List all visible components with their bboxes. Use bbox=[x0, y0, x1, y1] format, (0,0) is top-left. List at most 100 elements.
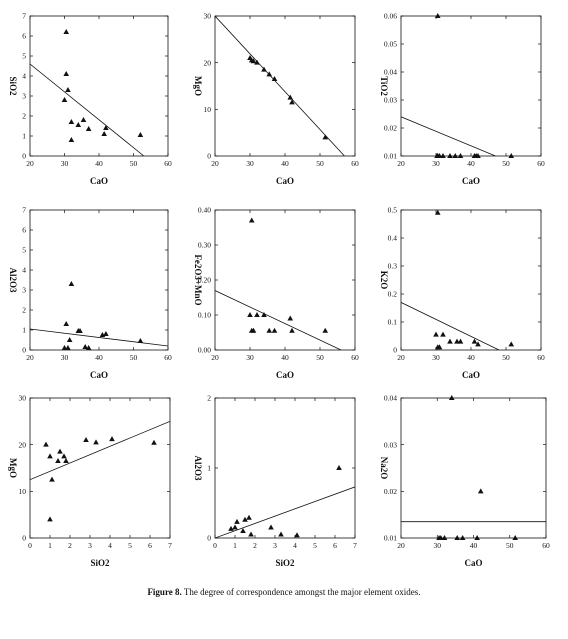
data-point bbox=[434, 209, 441, 215]
x-tick-label: 60 bbox=[164, 159, 172, 168]
data-point bbox=[454, 535, 460, 540]
y-tick-label: 20 bbox=[204, 58, 212, 67]
data-point bbox=[234, 518, 240, 524]
data-point bbox=[287, 94, 294, 100]
x-tick-label: 20 bbox=[26, 353, 34, 362]
x-tick-label: 60 bbox=[537, 159, 545, 168]
data-point bbox=[93, 439, 99, 445]
y-tick-label: 0.40 bbox=[198, 206, 211, 215]
y-tick-label: 0.03 bbox=[384, 96, 397, 105]
y-tick-label: 5 bbox=[22, 52, 26, 61]
x-tick-label: 30 bbox=[246, 353, 254, 362]
data-point bbox=[80, 117, 87, 122]
scatter-panel-3: 20 30 40 50 60 0.01 0.02 0.03 0.04 0.05 0.06 CaO TiO… bbox=[379, 12, 545, 186]
x-tick-label: 4 bbox=[108, 541, 112, 550]
y-tick-label: 0.04 bbox=[384, 68, 397, 77]
y-tick-label: 0.4 bbox=[388, 234, 398, 243]
data-point bbox=[248, 217, 255, 223]
data-point bbox=[68, 137, 75, 142]
x-tick-label: 40 bbox=[467, 159, 475, 168]
x-axis-label: CaO bbox=[90, 370, 108, 380]
data-point bbox=[228, 525, 234, 531]
x-tick-label: 30 bbox=[432, 353, 440, 362]
x-tick-label: 30 bbox=[246, 159, 254, 168]
trend-line bbox=[215, 16, 345, 156]
data-point bbox=[287, 315, 294, 321]
scatter-panel-4: 20 30 40 50 60 0 1 2 3 4 5 6 7 CaO Al2O3 bbox=[8, 206, 172, 380]
data-point bbox=[137, 338, 144, 343]
data-point bbox=[55, 458, 61, 463]
plot-frame bbox=[400, 209, 542, 351]
y-tick-label: 0.05 bbox=[384, 40, 397, 49]
y-tick-label: 0.30 bbox=[198, 241, 211, 250]
data-point bbox=[49, 476, 55, 482]
data-point bbox=[101, 131, 107, 136]
x-axis-label: CaO bbox=[276, 370, 294, 380]
x-tick-label: 50 bbox=[316, 353, 324, 362]
x-tick-label: 60 bbox=[351, 159, 359, 168]
y-tick-label: 0 bbox=[22, 346, 26, 355]
x-tick-label: 20 bbox=[397, 353, 405, 362]
y-axis-label: TiO2 bbox=[379, 76, 389, 96]
x-tick-label: 3 bbox=[273, 541, 277, 550]
data-point bbox=[85, 126, 92, 131]
data-point bbox=[248, 531, 254, 537]
x-tick-label: 7 bbox=[353, 541, 357, 550]
data-point bbox=[512, 535, 518, 540]
data-point bbox=[77, 328, 83, 333]
data-point bbox=[436, 344, 443, 350]
y-tick-label: 0.04 bbox=[384, 394, 397, 403]
data-point bbox=[475, 341, 481, 347]
plot-frame bbox=[29, 209, 169, 351]
x-axis-label: SiO2 bbox=[90, 558, 110, 568]
data-point bbox=[438, 535, 444, 540]
data-point bbox=[261, 66, 267, 72]
data-point bbox=[261, 312, 267, 317]
plot-frame bbox=[214, 15, 356, 157]
data-point bbox=[268, 524, 274, 530]
data-point bbox=[151, 439, 157, 445]
data-point bbox=[47, 516, 53, 522]
y-tick-label: 30 bbox=[204, 12, 212, 21]
x-tick-label: 0 bbox=[213, 541, 217, 550]
trend-line bbox=[401, 302, 500, 350]
data-point bbox=[266, 327, 273, 333]
caption-label: Figure 8. bbox=[147, 587, 182, 597]
x-tick-label: 20 bbox=[397, 159, 405, 168]
data-point bbox=[457, 153, 464, 158]
trend-line bbox=[215, 290, 342, 350]
scatter-panel-2: 20 30 40 50 60 0 10 20 30 CaO MgO bbox=[193, 12, 359, 186]
data-point bbox=[103, 331, 109, 336]
x-tick-label: 20 bbox=[397, 541, 405, 550]
x-tick-label: 20 bbox=[211, 353, 219, 362]
data-point bbox=[65, 87, 71, 92]
y-axis-label: K2O bbox=[379, 271, 389, 290]
y-tick-label: 0.02 bbox=[384, 487, 397, 496]
data-point bbox=[440, 331, 446, 337]
data-point bbox=[294, 532, 300, 538]
data-point bbox=[457, 338, 464, 344]
x-tick-label: 60 bbox=[537, 353, 545, 362]
y-tick-label: 1 bbox=[207, 464, 211, 473]
x-tick-label: 40 bbox=[281, 159, 289, 168]
x-tick-label: 50 bbox=[506, 541, 514, 550]
data-point bbox=[474, 535, 480, 540]
data-point bbox=[250, 58, 257, 64]
y-tick-label: 0 bbox=[393, 346, 397, 355]
x-tick-label: 40 bbox=[467, 353, 475, 362]
y-tick-label: 10 bbox=[204, 105, 212, 114]
x-tick-label: 20 bbox=[211, 159, 219, 168]
data-point bbox=[454, 338, 460, 344]
data-point bbox=[82, 344, 88, 349]
y-tick-label: 0.00 bbox=[198, 346, 211, 355]
x-tick-label: 50 bbox=[130, 353, 138, 362]
x-tick-label: 3 bbox=[88, 541, 92, 550]
data-point bbox=[436, 153, 443, 158]
x-tick-label: 30 bbox=[434, 541, 442, 550]
x-axis-label: CaO bbox=[465, 558, 483, 568]
x-tick-label: 5 bbox=[128, 541, 132, 550]
data-point bbox=[452, 153, 459, 158]
plot-frame bbox=[29, 397, 171, 539]
x-tick-label: 50 bbox=[316, 159, 324, 168]
y-tick-label: 4 bbox=[22, 266, 26, 275]
